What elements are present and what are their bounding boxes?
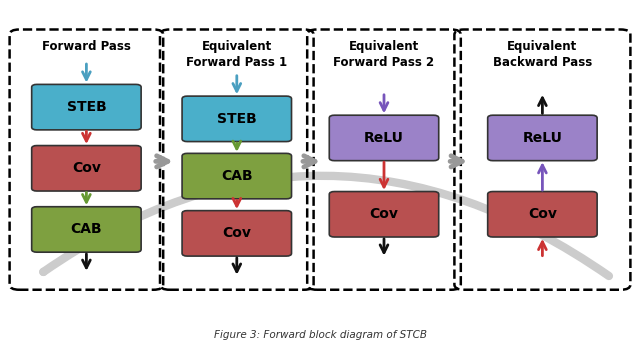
Text: Equivalent
Forward Pass 2: Equivalent Forward Pass 2 xyxy=(333,40,435,69)
FancyArrowPatch shape xyxy=(44,176,609,276)
Text: STEB: STEB xyxy=(217,112,257,126)
FancyBboxPatch shape xyxy=(329,192,439,237)
Text: Cov: Cov xyxy=(369,207,399,221)
Text: Cov: Cov xyxy=(72,161,101,175)
FancyBboxPatch shape xyxy=(182,211,292,256)
FancyBboxPatch shape xyxy=(32,146,141,191)
FancyBboxPatch shape xyxy=(182,153,292,199)
Text: ReLU: ReLU xyxy=(364,131,404,145)
Text: ReLU: ReLU xyxy=(522,131,563,145)
Text: Forward Pass: Forward Pass xyxy=(42,40,131,53)
Text: Equivalent
Backward Pass: Equivalent Backward Pass xyxy=(493,40,592,69)
Text: STEB: STEB xyxy=(67,100,106,114)
Text: Equivalent
Forward Pass 1: Equivalent Forward Pass 1 xyxy=(186,40,287,69)
FancyBboxPatch shape xyxy=(488,192,597,237)
FancyBboxPatch shape xyxy=(182,96,292,142)
Text: Figure 3: Forward block diagram of STCB: Figure 3: Forward block diagram of STCB xyxy=(214,330,426,340)
Text: Cov: Cov xyxy=(528,207,557,221)
Text: CAB: CAB xyxy=(221,169,253,183)
FancyBboxPatch shape xyxy=(329,115,439,161)
Text: CAB: CAB xyxy=(70,222,102,236)
FancyBboxPatch shape xyxy=(32,84,141,130)
FancyBboxPatch shape xyxy=(32,207,141,252)
Text: Cov: Cov xyxy=(222,226,252,240)
FancyBboxPatch shape xyxy=(488,115,597,161)
